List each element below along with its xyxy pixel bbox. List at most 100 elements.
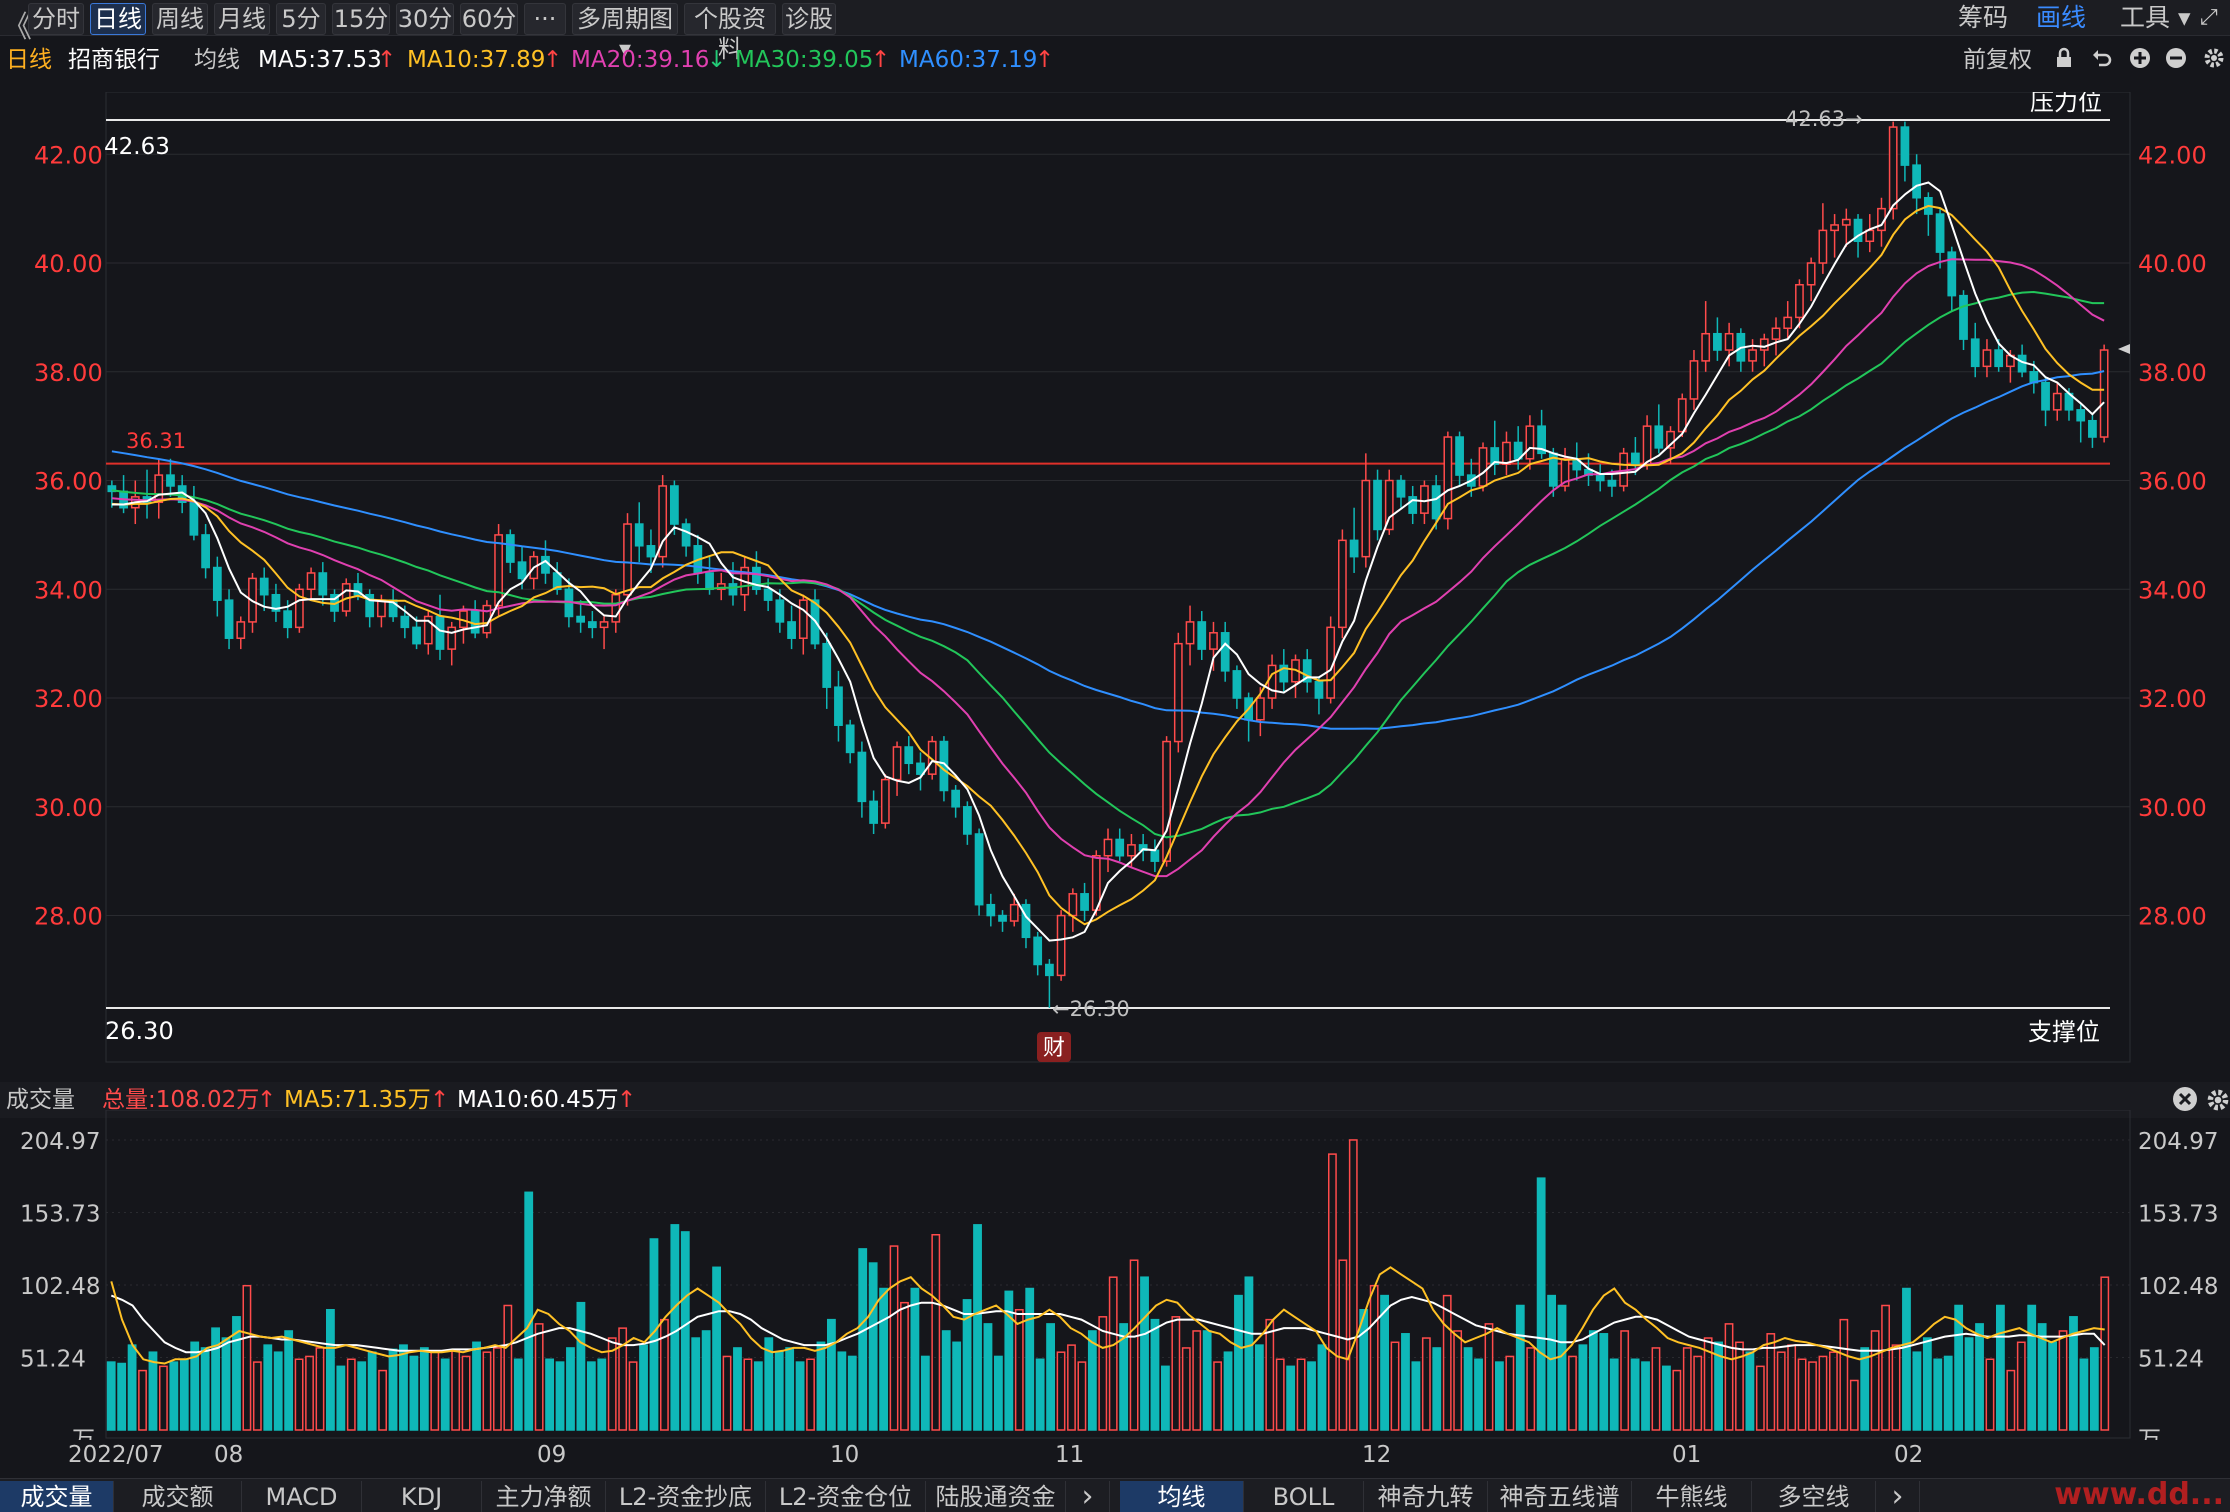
candle-up	[1642, 425, 1652, 465]
multi-period-dropdown[interactable]: 多周期图 ▾	[572, 3, 678, 63]
candle-up	[1841, 218, 1851, 226]
candle-down	[834, 686, 843, 726]
candle-down	[1431, 485, 1441, 520]
diagnosis-button[interactable]: 诊股	[782, 3, 836, 35]
tab-turnover[interactable]: 成交额	[114, 1481, 242, 1512]
candle-down	[1900, 126, 1910, 166]
zoom-in-icon[interactable]	[2128, 47, 2152, 71]
zoom-out-icon[interactable]	[2164, 47, 2188, 71]
volume-bar-down	[1912, 1351, 1922, 1431]
volume-bar-down	[1495, 1361, 1504, 1431]
candle-down	[318, 572, 328, 596]
volume-bar-down	[847, 1355, 857, 1431]
tab-macd[interactable]: MACD	[242, 1481, 362, 1512]
period-button-monthly[interactable]: 月线	[214, 3, 270, 35]
candle-down	[283, 610, 293, 629]
more-periods-button[interactable]: ···	[524, 3, 566, 35]
candle-up	[1009, 903, 1019, 922]
volume-bar-down	[774, 1351, 784, 1431]
tab-l2-bottom[interactable]: L2-资金抄底	[606, 1481, 766, 1512]
volume-bar-up	[1881, 1304, 1890, 1431]
volume-bar-down	[1964, 1337, 1974, 1431]
tabs-more-left-icon[interactable]: ›	[1066, 1481, 1110, 1512]
volume-bar-down	[472, 1341, 481, 1431]
lock-icon[interactable]	[2052, 47, 2076, 71]
finance-badge-bg[interactable]	[1037, 1032, 1071, 1062]
volume-bar-up	[2058, 1330, 2068, 1431]
tab-main-net[interactable]: 主力净额	[482, 1481, 606, 1512]
x-label-01: 01	[1672, 1442, 1702, 1468]
candle-up	[1677, 398, 1687, 433]
volume-bar-down	[1662, 1365, 1671, 1431]
candle-down	[1080, 893, 1089, 911]
stock-profile-button[interactable]: 个股资料	[684, 3, 776, 63]
tab-l2-position[interactable]: L2-资金仓位	[766, 1481, 926, 1512]
candle-up	[1818, 229, 1828, 264]
price-candlestick-chart[interactable]: 42.00 42.00 40.00 40.00 38.00 38.00 36.00 36.00…	[0, 92, 2230, 1064]
volume-bar-down	[858, 1248, 868, 1431]
volume-bar-up	[1808, 1361, 1817, 1431]
volume-bar-down	[1588, 1330, 1598, 1431]
collapse-left-icon[interactable]: 《	[2, 10, 32, 45]
volume-tick-left: 102.48	[20, 1274, 100, 1300]
pressure-level-label[interactable]: 压力位	[2030, 92, 2102, 116]
volume-tick-right: 万	[2138, 1427, 2161, 1440]
candle-down	[1373, 479, 1382, 531]
ma-label[interactable]: 均线	[194, 47, 240, 73]
fullscreen-icon[interactable]: ⤢	[2200, 5, 2218, 30]
volume-bar-down	[1150, 1318, 1160, 1431]
period-button-60min[interactable]: 60分	[460, 3, 518, 35]
reference-line-label: 36.31	[126, 429, 186, 453]
volume-bar-chart[interactable]: 204.97 204.97 153.73 153.73 102.48 102.48 51.2…	[0, 1110, 2230, 1440]
tab-northbound[interactable]: 陆股通资金	[926, 1481, 1066, 1512]
tab-magic-nine[interactable]: 神奇九转	[1364, 1481, 1488, 1512]
ma60-line	[111, 370, 2105, 730]
tools-dropdown[interactable]: 工具 ▾	[2120, 3, 2191, 32]
tabs-more-right-icon[interactable]: ›	[1876, 1481, 1920, 1512]
close-panel-icon[interactable]	[2172, 1086, 2198, 1123]
volume-bar-up	[1296, 1358, 1306, 1431]
x-label-09: 09	[537, 1442, 567, 1468]
candle-down	[787, 621, 796, 639]
tab-kdj[interactable]: KDJ	[362, 1481, 482, 1512]
period-button-weekly[interactable]: 周线	[152, 3, 208, 35]
period-button-30min[interactable]: 30分	[396, 3, 454, 35]
panel-settings-gear-icon[interactable]	[2206, 1087, 2230, 1123]
period-button-15min[interactable]: 15分	[332, 3, 390, 35]
adjust-mode-button[interactable]: 前复权	[1963, 47, 2032, 73]
candle-up	[611, 593, 621, 623]
volume-bar-down	[1223, 1351, 1233, 1431]
chips-button[interactable]: 筹码	[1958, 3, 2009, 32]
tab-long-short[interactable]: 多空线	[1752, 1481, 1876, 1512]
candle-down	[951, 789, 961, 808]
candle-down	[845, 724, 855, 754]
candle-down	[1220, 632, 1230, 672]
period-button-5min[interactable]: 5分	[276, 3, 326, 35]
tab-volume[interactable]: 成交量	[0, 1481, 114, 1512]
candles	[107, 121, 2109, 1008]
volume-bar-down	[785, 1347, 795, 1431]
volume-bar-up	[1787, 1344, 1797, 1431]
candle-up	[294, 588, 304, 629]
volume-bar-down	[357, 1361, 367, 1431]
volume-bar-up	[1620, 1330, 1630, 1431]
price-tick-right: 42.00	[2138, 141, 2207, 169]
tab-bull-bear[interactable]: 牛熊线	[1632, 1481, 1752, 1512]
tab-magic-five[interactable]: 神奇五线谱	[1488, 1481, 1632, 1512]
period-button-intraday[interactable]: 分时	[28, 3, 84, 35]
support-level-label[interactable]: 支撑位	[2028, 1018, 2100, 1046]
price-tick-right: 38.00	[2138, 359, 2207, 387]
candle-up	[1209, 632, 1218, 650]
candle-down	[705, 572, 714, 591]
x-label-2022-07: 2022/07	[68, 1442, 164, 1468]
period-button-daily[interactable]: 日线	[90, 3, 146, 35]
drawing-button[interactable]: 画线	[2036, 3, 2087, 32]
volume-bar-up	[806, 1358, 815, 1431]
tab-ma[interactable]: 均线	[1120, 1481, 1244, 1512]
finance-badge[interactable]: 财	[1043, 1036, 1065, 1061]
candle-down	[1713, 332, 1722, 351]
undo-icon[interactable]	[2090, 47, 2114, 71]
settings-gear-icon[interactable]	[2202, 47, 2226, 71]
volume-bar-down	[1035, 1358, 1045, 1431]
tab-boll[interactable]: BOLL	[1244, 1481, 1364, 1512]
